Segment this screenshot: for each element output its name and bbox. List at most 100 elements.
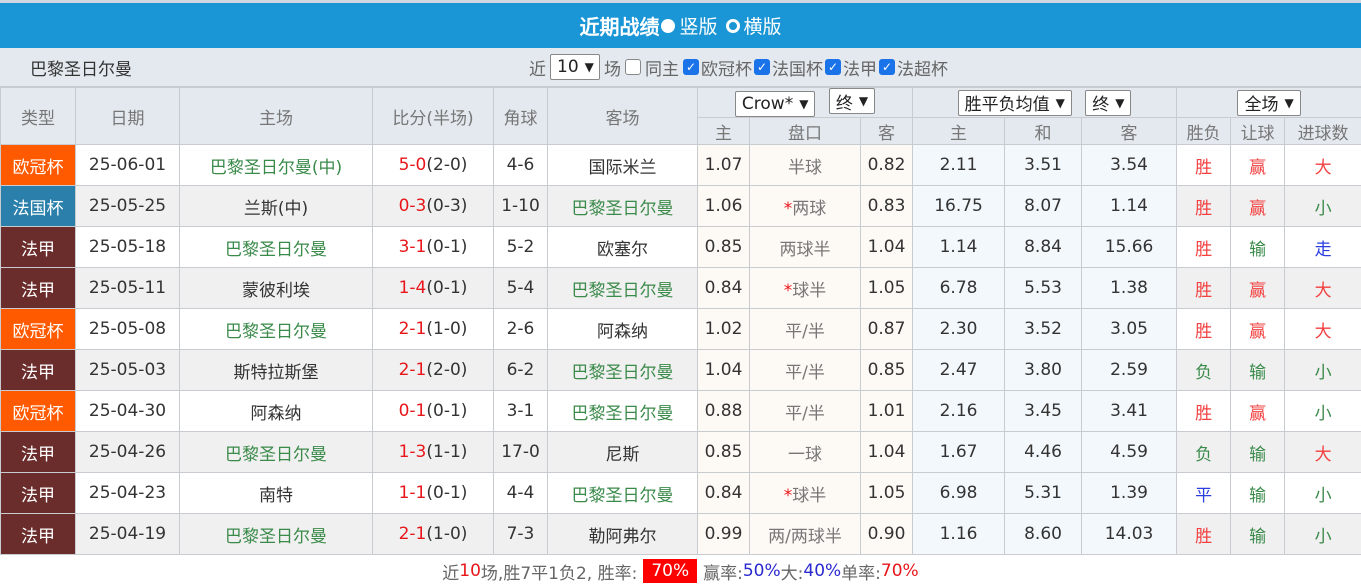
home-team[interactable]: 巴黎圣日尔曼 [180, 227, 373, 268]
score[interactable]: 1-3(1-1) [373, 432, 494, 473]
full-time-score: 2-1 [399, 524, 427, 544]
table-row[interactable]: 法甲 25-04-19 巴黎圣日尔曼 2-1(1-0) 7-3 勒阿弗尔 0.9… [1, 514, 1361, 555]
home-team[interactable]: 巴黎圣日尔曼 [180, 309, 373, 350]
home-team[interactable]: 蒙彼利埃 [180, 268, 373, 309]
result-wl: 胜 [1177, 145, 1231, 186]
checkbox-1[interactable]: ✓ [754, 59, 770, 75]
checkbox-2[interactable]: ✓ [825, 59, 841, 75]
score[interactable]: 0-3(0-3) [373, 186, 494, 227]
radio-horizontal-label[interactable]: 横版 [744, 12, 782, 39]
results-table: 类型 日期 主场 比分(半场) 角球 客场 Crow*▼ 终▼ 胜平负均值▼ 终… [0, 87, 1361, 555]
competition-tag[interactable]: 法甲 [1, 514, 76, 555]
competition-tag[interactable]: 法甲 [1, 350, 76, 391]
star-mark: * [784, 281, 793, 301]
result-handicap: 输 [1231, 227, 1285, 268]
table-row[interactable]: 欧冠杯 25-04-30 阿森纳 0-1(0-1) 3-1 巴黎圣日尔曼 0.8… [1, 391, 1361, 432]
chevron-down-icon: ▼ [799, 97, 808, 111]
home-team[interactable]: 阿森纳 [180, 391, 373, 432]
table-row[interactable]: 法甲 25-04-26 巴黎圣日尔曼 1-3(1-1) 17-0 尼斯 0.85… [1, 432, 1361, 473]
table-row[interactable]: 法甲 25-05-18 巴黎圣日尔曼 3-1(0-1) 5-2 欧塞尔 0.85… [1, 227, 1361, 268]
away-team[interactable]: 勒阿弗尔 [548, 514, 698, 555]
odds-home: 6.78 [913, 268, 1005, 309]
home-team[interactable]: 南特 [180, 473, 373, 514]
ah-home-odds: 0.84 [698, 268, 750, 309]
competition-tag[interactable]: 法甲 [1, 268, 76, 309]
score[interactable]: 3-1(0-1) [373, 227, 494, 268]
score[interactable]: 1-1(0-1) [373, 473, 494, 514]
corners: 4-6 [494, 145, 548, 186]
table-row[interactable]: 法甲 25-05-03 斯特拉斯堡 2-1(2-0) 6-2 巴黎圣日尔曼 1.… [1, 350, 1361, 391]
ah-stage-select[interactable]: 终▼ [829, 88, 875, 114]
result-handicap: 输 [1231, 432, 1285, 473]
handicap: *球半 [750, 268, 861, 309]
competition-tag[interactable]: 法甲 [1, 227, 76, 268]
subcol: 进球数 [1285, 118, 1361, 145]
competition-tag[interactable]: 欧冠杯 [1, 391, 76, 432]
score[interactable]: 2-1(1-0) [373, 309, 494, 350]
odds-away: 4.59 [1082, 432, 1177, 473]
odds-stage-select[interactable]: 终▼ [1085, 90, 1131, 116]
corners: 2-6 [494, 309, 548, 350]
competition-tag[interactable]: 欧冠杯 [1, 309, 76, 350]
odds-away: 3.54 [1082, 145, 1177, 186]
away-team[interactable]: 巴黎圣日尔曼 [548, 391, 698, 432]
score[interactable]: 2-1(1-0) [373, 514, 494, 555]
subcol: 胜负 [1177, 118, 1231, 145]
match-date: 25-04-30 [76, 391, 180, 432]
table-row[interactable]: 欧冠杯 25-06-01 巴黎圣日尔曼(中) 5-0(2-0) 4-6 国际米兰… [1, 145, 1361, 186]
odds-type-select[interactable]: 胜平负均值▼ [958, 90, 1072, 116]
away-team[interactable]: 阿森纳 [548, 309, 698, 350]
chevron-down-icon: ▼ [585, 60, 594, 74]
competition-tag[interactable]: 法国杯 [1, 186, 76, 227]
subcol: 主 [913, 118, 1005, 145]
competition-tag[interactable]: 法甲 [1, 432, 76, 473]
summary-count: 10 [459, 561, 481, 581]
full-time-score: 1-1 [399, 483, 427, 503]
away-team[interactable]: 巴黎圣日尔曼 [548, 473, 698, 514]
full-time-score: 1-4 [399, 278, 427, 298]
home-team[interactable]: 巴黎圣日尔曼 [180, 432, 373, 473]
score[interactable]: 5-0(2-0) [373, 145, 494, 186]
company-select[interactable]: Crow*▼ [735, 91, 816, 117]
away-team[interactable]: 巴黎圣日尔曼 [548, 268, 698, 309]
away-team[interactable]: 欧塞尔 [548, 227, 698, 268]
score[interactable]: 2-1(2-0) [373, 350, 494, 391]
result-wl: 胜 [1177, 186, 1231, 227]
ah-header: Crow*▼ 终▼ [698, 88, 913, 118]
handicap-value: 一球 [788, 445, 822, 465]
checkbox-0[interactable]: ✓ [683, 59, 699, 75]
score[interactable]: 0-1(0-1) [373, 391, 494, 432]
score[interactable]: 1-4(0-1) [373, 268, 494, 309]
radio-vertical-label[interactable]: 竖版 [679, 12, 717, 39]
away-team[interactable]: 巴黎圣日尔曼 [548, 350, 698, 391]
home-team[interactable]: 巴黎圣日尔曼 [180, 514, 373, 555]
result-header: 全场▼ [1177, 88, 1361, 118]
odds-home: 1.67 [913, 432, 1005, 473]
table-row[interactable]: 法甲 25-05-11 蒙彼利埃 1-4(0-1) 5-4 巴黎圣日尔曼 0.8… [1, 268, 1361, 309]
table-row[interactable]: 欧冠杯 25-05-08 巴黎圣日尔曼 2-1(1-0) 2-6 阿森纳 1.0… [1, 309, 1361, 350]
table-row[interactable]: 法国杯 25-05-25 兰斯(中) 0-3(0-3) 1-10 巴黎圣日尔曼 … [1, 186, 1361, 227]
radio-horizontal[interactable] [726, 19, 740, 33]
competition-tag[interactable]: 法甲 [1, 473, 76, 514]
result-wl: 胜 [1177, 268, 1231, 309]
checkbox-3[interactable]: ✓ [879, 59, 895, 75]
away-team[interactable]: 巴黎圣日尔曼 [548, 186, 698, 227]
scope-select[interactable]: 全场▼ [1237, 90, 1300, 116]
home-team[interactable]: 兰斯(中) [180, 186, 373, 227]
home-team[interactable]: 斯特拉斯堡 [180, 350, 373, 391]
radio-vertical[interactable] [661, 19, 675, 33]
match-count-select[interactable]: 10▼ [550, 54, 600, 80]
result-handicap: 赢 [1231, 186, 1285, 227]
away-team[interactable]: 尼斯 [548, 432, 698, 473]
full-time-score: 2-1 [399, 319, 427, 339]
away-team[interactable]: 国际米兰 [548, 145, 698, 186]
result-goals: 小 [1285, 473, 1361, 514]
home-team[interactable]: 巴黎圣日尔曼(中) [180, 145, 373, 186]
match-date: 25-05-11 [76, 268, 180, 309]
table-row[interactable]: 法甲 25-04-23 南特 1-1(0-1) 4-4 巴黎圣日尔曼 0.84 … [1, 473, 1361, 514]
result-wl: 胜 [1177, 391, 1231, 432]
competition-tag[interactable]: 欧冠杯 [1, 145, 76, 186]
same-home-checkbox[interactable] [625, 59, 641, 75]
half-time-score: (0-1) [426, 278, 467, 298]
col-score: 比分(半场) [373, 88, 494, 145]
